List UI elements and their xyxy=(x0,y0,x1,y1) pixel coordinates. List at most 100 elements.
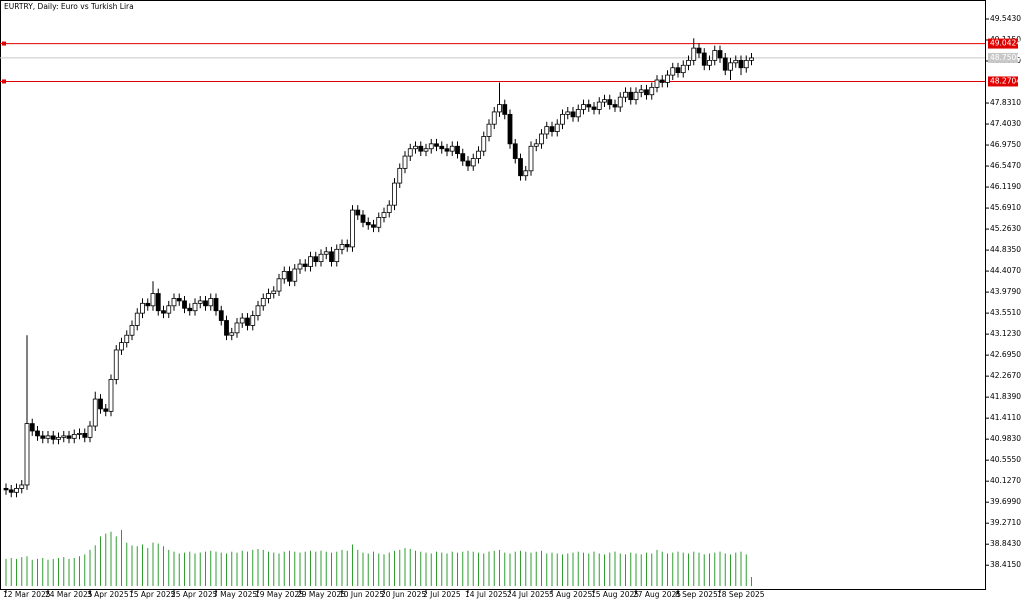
candle-body xyxy=(617,96,623,108)
candle-body xyxy=(717,50,723,59)
candle-body xyxy=(250,315,256,326)
candle-body xyxy=(313,256,319,263)
y-tick-label: 40.9830 xyxy=(990,434,1021,443)
candle-body xyxy=(145,302,151,307)
candle-body xyxy=(449,145,455,152)
candle-body xyxy=(339,244,345,250)
candle-body xyxy=(628,91,634,101)
candle-body xyxy=(722,57,728,71)
candle-body xyxy=(586,104,592,108)
x-tick-label: 27 Aug 2025 xyxy=(633,590,681,599)
x-tick-label: 12 Mar 2025 xyxy=(3,590,51,599)
level-label-box xyxy=(988,76,1018,87)
candle-body xyxy=(455,145,460,155)
plot-frame xyxy=(0,0,986,590)
candle-body xyxy=(234,322,240,334)
candle-body xyxy=(476,150,481,159)
y-tick-label: 40.5550 xyxy=(990,455,1021,464)
candle-body xyxy=(271,290,277,294)
y-tick-label: 49.5430 xyxy=(990,14,1021,23)
y-tick-label: 38.4150 xyxy=(990,560,1021,569)
candle-body xyxy=(308,256,313,267)
candle-body xyxy=(150,293,156,307)
candle-body xyxy=(602,99,607,103)
candle-body xyxy=(460,153,466,162)
candle-body xyxy=(213,298,219,312)
x-tick-label: 20 Jun 2025 xyxy=(381,590,426,599)
candle-body xyxy=(355,209,361,216)
candle-body xyxy=(229,332,235,336)
price-label-box xyxy=(988,52,1018,63)
candle-body xyxy=(350,209,355,248)
candle-body xyxy=(113,349,119,380)
y-tick-label: 46.9750 xyxy=(990,140,1021,149)
candle-body xyxy=(575,109,581,118)
level-anchor xyxy=(2,79,6,84)
x-tick-label: 3 Apr 2025 xyxy=(87,590,129,599)
candle-body xyxy=(728,62,733,71)
candle-body xyxy=(129,325,135,336)
candle-body xyxy=(71,434,77,439)
candle-body xyxy=(66,435,72,439)
y-tick-label: 41.8390 xyxy=(990,392,1021,401)
candle-body xyxy=(544,126,550,135)
x-tick-label: 14 Jul 2025 xyxy=(465,590,508,599)
candle-body xyxy=(98,398,103,410)
y-tick-label: 39.2710 xyxy=(990,518,1021,527)
candle-body xyxy=(50,435,56,440)
candle-body xyxy=(239,317,245,324)
y-tick-label: 43.5510 xyxy=(990,308,1021,317)
candle-body xyxy=(302,263,308,267)
candle-body xyxy=(434,143,439,147)
candle-body xyxy=(423,148,429,152)
candle-body xyxy=(266,293,271,299)
candle-body xyxy=(502,104,508,115)
candle-body xyxy=(381,212,387,218)
candle-body xyxy=(528,145,534,172)
y-tick-label: 39.6990 xyxy=(990,497,1021,506)
candle-body xyxy=(707,59,712,66)
candle-body xyxy=(680,64,686,74)
candle-body xyxy=(208,298,214,307)
candle-body xyxy=(749,57,754,61)
candle-body xyxy=(507,113,513,145)
x-tick-label: 25 Apr 2025 xyxy=(171,590,218,599)
candle-body xyxy=(77,433,82,435)
candle-body xyxy=(428,143,434,150)
candle-body xyxy=(281,271,287,280)
candle-body xyxy=(260,298,266,307)
candle-body xyxy=(654,79,660,88)
candle-body xyxy=(696,47,702,54)
candle-body xyxy=(512,143,518,159)
candle-body xyxy=(523,170,529,177)
x-tick-label: 19 May 2025 xyxy=(255,590,304,599)
candle-body xyxy=(413,145,418,150)
candle-body xyxy=(486,123,492,137)
candle-body xyxy=(171,298,177,307)
candle-body xyxy=(497,104,502,113)
candle-body xyxy=(402,155,408,169)
candle-body xyxy=(560,113,565,125)
x-tick-label: 29 May 2025 xyxy=(297,590,346,599)
y-tick-label: 46.5470 xyxy=(990,161,1021,170)
y-tick-label: 43.9790 xyxy=(990,287,1021,296)
level-label-box xyxy=(988,38,1018,49)
candle-body xyxy=(376,217,382,228)
y-tick-label: 41.4110 xyxy=(990,413,1021,422)
candle-body xyxy=(670,67,676,76)
candle-body xyxy=(596,101,602,110)
candle-body xyxy=(224,320,229,336)
candle-body xyxy=(187,307,193,312)
candle-body xyxy=(19,484,25,489)
candle-body xyxy=(607,99,613,105)
candle-body xyxy=(82,433,88,438)
candle-body xyxy=(638,89,644,93)
candle-body xyxy=(61,435,67,438)
candle-body xyxy=(518,158,523,177)
candle-body xyxy=(397,167,403,184)
candle-body xyxy=(570,111,576,118)
candle-body xyxy=(360,214,366,223)
candle-body xyxy=(56,436,61,440)
candle-body xyxy=(407,148,413,157)
